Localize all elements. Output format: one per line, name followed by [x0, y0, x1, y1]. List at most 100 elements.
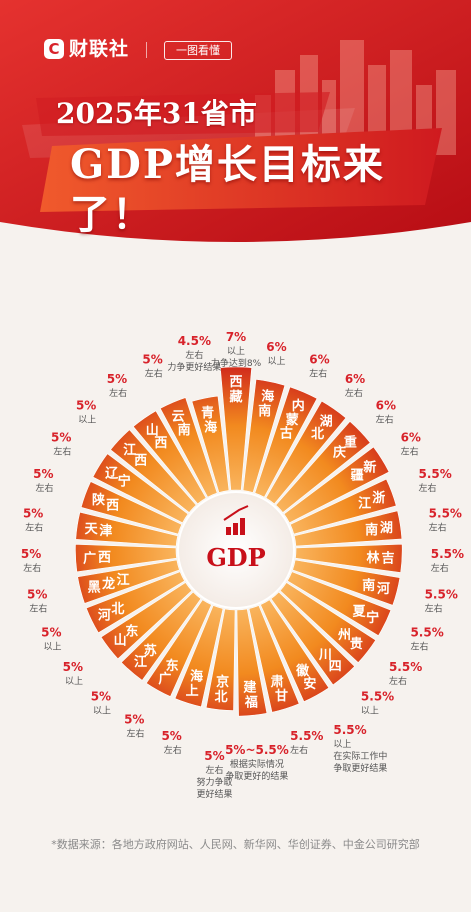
svg-text:6%: 6% — [345, 372, 365, 386]
svg-text:5.5%: 5.5% — [290, 729, 323, 743]
svg-text:7%: 7% — [226, 330, 246, 344]
svg-text:夏: 夏 — [352, 604, 367, 619]
bar-云南 — [159, 397, 218, 498]
svg-text:藏: 藏 — [229, 389, 242, 405]
bar-山西 — [132, 410, 207, 505]
bar-陕西 — [80, 481, 183, 535]
bar-吉林 — [295, 543, 403, 573]
svg-text:左右: 左右 — [376, 414, 394, 426]
svg-text:左右: 左右 — [345, 387, 363, 399]
svg-text:津: 津 — [99, 523, 112, 539]
svg-text:北: 北 — [111, 602, 124, 617]
value-label-湖北: 6%左右 — [345, 372, 365, 399]
value-label-山西: 5%左右 — [107, 372, 127, 399]
svg-text:5%: 5% — [204, 749, 224, 763]
province-label-浙江: 浙江 — [358, 490, 385, 511]
bar-青海 — [191, 395, 230, 493]
value-label-江西: 5% 以上 — [76, 399, 96, 426]
svg-text:贵: 贵 — [350, 636, 363, 652]
svg-text:内: 内 — [292, 398, 305, 414]
svg-text:西: 西 — [98, 551, 111, 566]
svg-text:左右: 左右 — [126, 728, 144, 740]
svg-text:左右: 左右 — [23, 562, 41, 574]
svg-text:龙: 龙 — [102, 576, 115, 592]
svg-text:南: 南 — [178, 422, 191, 438]
value-label-山东: 5% 以上 — [63, 660, 83, 687]
center-label: GDP — [206, 543, 265, 572]
svg-text:南: 南 — [365, 522, 378, 538]
svg-text:力争更好结果: 力争更好结果 — [167, 361, 221, 373]
svg-text:东: 东 — [125, 624, 138, 640]
svg-text:左右: 左右 — [53, 446, 71, 458]
svg-text:西: 西 — [154, 436, 167, 451]
bar-天津 — [75, 511, 179, 547]
svg-text:5.5%: 5.5% — [333, 723, 366, 737]
province-label-新疆: 新疆 — [351, 460, 377, 484]
value-label-河南: 5.5%左右 — [425, 587, 458, 614]
svg-text:5.5%: 5.5% — [389, 660, 422, 674]
svg-text:江: 江 — [123, 442, 136, 458]
province-label-辽宁: 辽宁 — [105, 466, 131, 489]
province-label-山东: 山东 — [114, 624, 139, 649]
brand-logo-icon: C — [44, 39, 64, 59]
svg-text:上: 上 — [186, 684, 199, 699]
svg-text:苏: 苏 — [144, 643, 157, 659]
province-label-北京: 北京 — [215, 674, 230, 705]
chart-growth-icon — [223, 505, 249, 535]
brand-name: 财联社 — [69, 38, 130, 60]
bar-北京 — [205, 608, 236, 711]
province-label-贵州: 贵州 — [337, 628, 363, 652]
svg-text:5%~5.5%: 5%~5.5% — [225, 743, 289, 757]
svg-text:左右: 左右 — [290, 744, 308, 756]
bar-新疆 — [283, 446, 390, 524]
divider — [146, 42, 147, 58]
value-label-陕西: 5%左右 — [33, 467, 53, 494]
svg-text:5.5%: 5.5% — [418, 467, 451, 481]
svg-text:左右: 左右 — [35, 482, 53, 494]
svg-text:左右: 左右 — [429, 522, 447, 534]
value-label-内蒙古: 6%左右 — [309, 352, 329, 379]
bar-湖南 — [293, 510, 403, 547]
svg-text:左右: 左右 — [309, 367, 327, 379]
svg-text:海: 海 — [190, 669, 203, 685]
svg-text:以上: 以上 — [65, 676, 83, 687]
province-label-海南: 海南 — [258, 388, 274, 419]
svg-text:5%: 5% — [161, 729, 181, 743]
province-label-甘肃: 甘肃 — [271, 674, 289, 704]
svg-text:江: 江 — [358, 495, 371, 511]
province-label-西藏: 西藏 — [229, 375, 242, 405]
svg-text:四: 四 — [329, 659, 342, 674]
svg-text:海: 海 — [261, 388, 274, 404]
province-label-青海: 青海 — [201, 405, 217, 436]
value-label-贵州: 5.5%左右 — [389, 660, 422, 687]
bar-安徽 — [260, 599, 330, 703]
svg-text:5%: 5% — [63, 660, 83, 674]
svg-text:江: 江 — [134, 654, 147, 670]
svg-text:5.5%: 5.5% — [410, 626, 443, 640]
province-label-黑龙江: 黑龙江 — [88, 572, 130, 596]
bar-海南 — [242, 379, 286, 493]
svg-text:京: 京 — [216, 674, 229, 690]
svg-text:左右: 左右 — [29, 602, 47, 614]
province-label-山西: 山西 — [146, 423, 168, 451]
bar-湖北 — [265, 400, 347, 505]
province-label-上海: 上海 — [186, 669, 204, 699]
data-source-note: *数据来源：各地方政府网站、人民网、新华网、华创证券、中金公司研究部 — [51, 838, 420, 851]
svg-text:力争达到8%: 力争达到8% — [211, 357, 262, 369]
svg-text:湖: 湖 — [380, 521, 393, 536]
svg-text:南: 南 — [362, 577, 375, 593]
svg-text:左右: 左右 — [425, 602, 443, 614]
svg-text:广: 广 — [83, 550, 96, 566]
svg-text:西: 西 — [229, 375, 242, 390]
svg-text:5%: 5% — [107, 372, 127, 386]
svg-text:左右: 左右 — [401, 446, 419, 458]
svg-text:4.5%: 4.5% — [178, 334, 211, 348]
svg-text:古: 古 — [280, 426, 293, 442]
svg-text:山: 山 — [146, 423, 159, 439]
svg-text:肃: 肃 — [271, 674, 284, 690]
svg-text:5%: 5% — [21, 547, 41, 561]
svg-text:甘: 甘 — [275, 688, 288, 704]
svg-text:湖: 湖 — [320, 414, 333, 429]
